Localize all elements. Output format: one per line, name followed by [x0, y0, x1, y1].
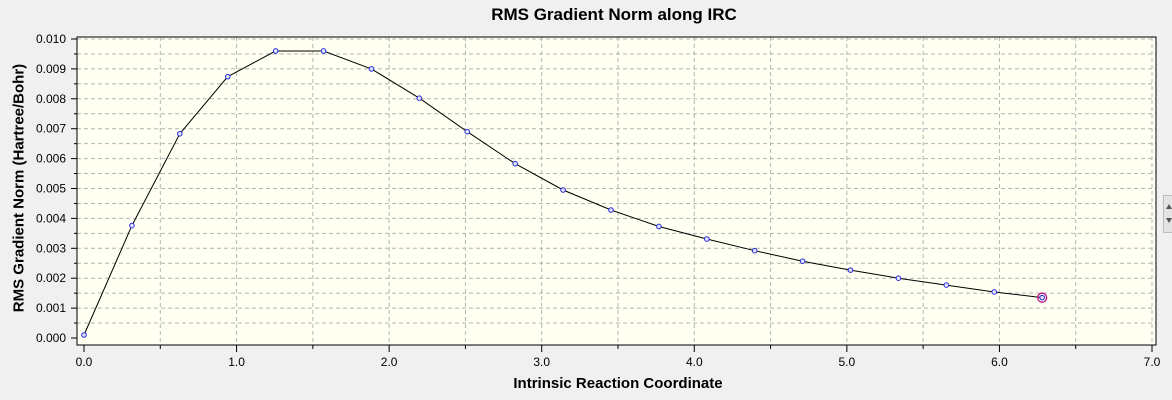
y-tick-label: 0.000	[36, 331, 66, 345]
y-tick-label: 0.002	[36, 271, 66, 285]
data-point[interactable]	[81, 332, 87, 338]
y-tick-label: 0.007	[36, 122, 66, 136]
x-tick-label: 4.0	[686, 355, 703, 369]
data-point[interactable]	[320, 48, 327, 54]
data-point[interactable]	[895, 275, 902, 282]
x-tick-label: 5.0	[839, 355, 856, 369]
data-point[interactable]	[943, 282, 950, 288]
data-point[interactable]	[847, 267, 854, 273]
data-point[interactable]	[991, 289, 998, 295]
x-tick-label: 0.0	[76, 355, 93, 369]
data-point[interactable]	[751, 247, 758, 254]
plot-frame	[76, 36, 1157, 346]
data-point[interactable]	[224, 73, 231, 80]
plot-background	[77, 37, 1156, 345]
x-tick-label: 6.0	[991, 355, 1008, 369]
data-point[interactable]	[416, 95, 423, 102]
y-tick-label: 0.008	[36, 92, 66, 106]
y-tick-label: 0.009	[36, 62, 66, 76]
data-point[interactable]	[1039, 294, 1045, 301]
x-tick-label: 7.0	[1144, 355, 1161, 369]
y-tick-label: 0.010	[36, 32, 66, 46]
data-point[interactable]	[608, 207, 614, 213]
x-tick-label: 1.0	[228, 355, 245, 369]
data-point[interactable]	[799, 258, 806, 264]
data-point[interactable]	[272, 48, 279, 54]
scroll-down-icon[interactable]	[1166, 218, 1172, 223]
current-point-highlight[interactable]	[1036, 292, 1048, 303]
chart-title: RMS Gradient Norm along IRC	[491, 5, 737, 24]
data-point[interactable]	[129, 222, 135, 229]
y-tick-label: 0.006	[36, 152, 66, 166]
x-tick-label: 3.0	[533, 355, 550, 369]
y-tick-label: 0.003	[36, 241, 66, 255]
data-point[interactable]	[512, 160, 518, 167]
data-point[interactable]	[656, 223, 662, 230]
data-point[interactable]	[368, 66, 375, 72]
data-point[interactable]	[177, 130, 183, 137]
data-point[interactable]	[703, 236, 710, 242]
x-tick-label: 2.0	[381, 355, 398, 369]
x-axis-label: Intrinsic Reaction Coordinate	[513, 375, 723, 392]
side-scroll-control[interactable]	[1163, 195, 1172, 233]
y-tick-label: 0.004	[36, 211, 66, 225]
y-tick-label: 0.001	[36, 301, 66, 315]
data-point[interactable]	[464, 128, 471, 135]
scroll-up-icon[interactable]	[1166, 204, 1172, 209]
data-point[interactable]	[560, 187, 566, 193]
y-tick-label: 0.005	[36, 182, 66, 196]
